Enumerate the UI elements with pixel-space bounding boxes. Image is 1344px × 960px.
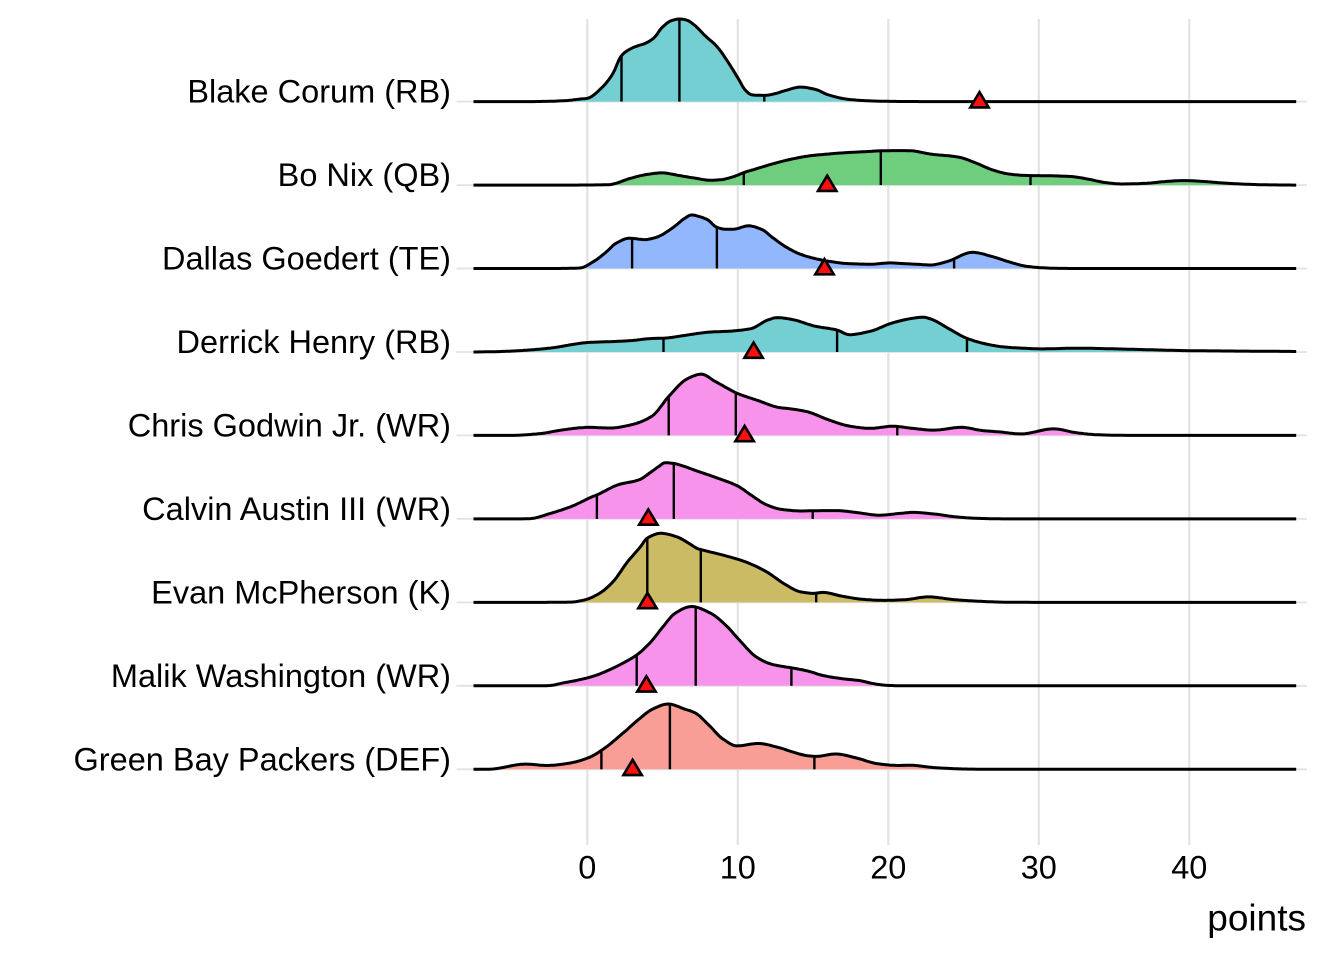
svg-text:Bo Nix (QB): Bo Nix (QB)	[278, 157, 451, 193]
svg-text:0: 0	[578, 849, 596, 885]
svg-text:Chris Godwin Jr. (WR): Chris Godwin Jr. (WR)	[128, 407, 451, 443]
svg-text:Evan McPherson (K): Evan McPherson (K)	[151, 574, 451, 610]
svg-text:10: 10	[720, 849, 756, 885]
svg-text:20: 20	[870, 849, 906, 885]
svg-text:Calvin Austin III (WR): Calvin Austin III (WR)	[142, 491, 451, 527]
svg-text:Green Bay Packers (DEF): Green Bay Packers (DEF)	[74, 741, 451, 777]
svg-text:30: 30	[1021, 849, 1057, 885]
svg-text:40: 40	[1171, 849, 1207, 885]
svg-text:points: points	[1207, 898, 1306, 939]
svg-text:Malik Washington (WR): Malik Washington (WR)	[111, 658, 451, 694]
svg-text:Blake Corum (RB): Blake Corum (RB)	[187, 74, 451, 110]
svg-text:Derrick Henry (RB): Derrick Henry (RB)	[177, 324, 451, 360]
svg-text:Dallas Goedert (TE): Dallas Goedert (TE)	[162, 241, 451, 277]
